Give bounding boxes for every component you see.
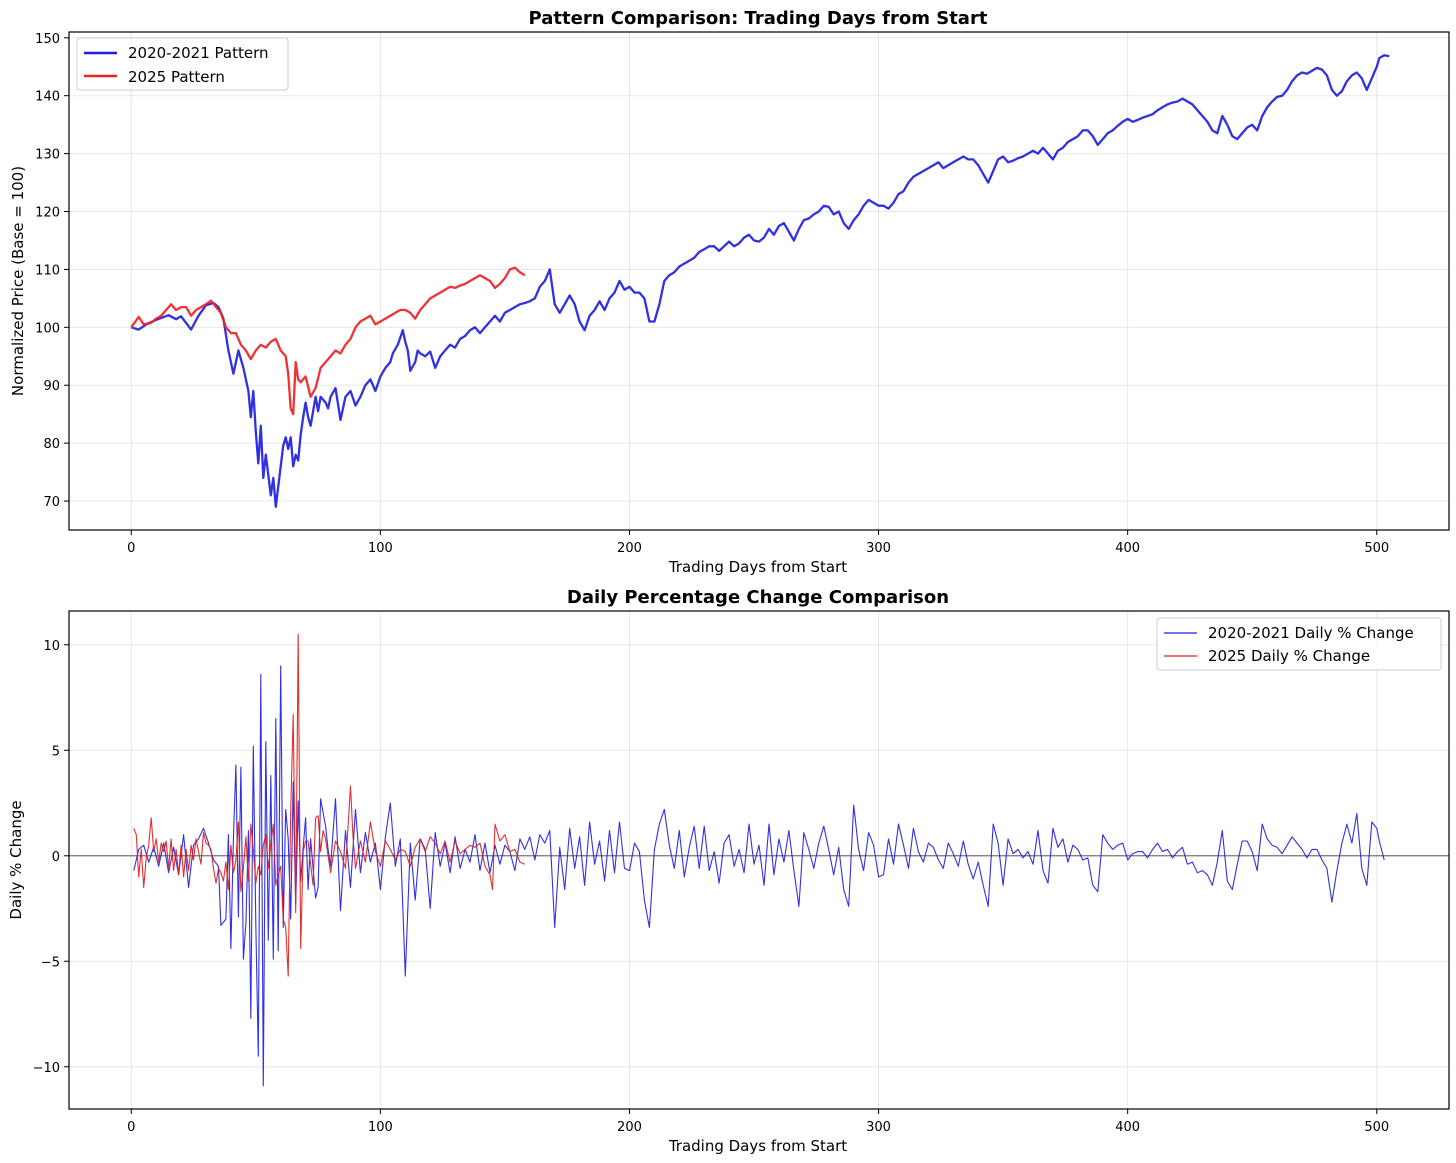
x-tick-label: 200 (617, 1120, 642, 1135)
x-tick-label: 200 (617, 541, 642, 556)
daily-change-chart-xlabel: Trading Days from Start (668, 1137, 847, 1155)
price-chart-legend: 2020-2021 Pattern 2025 Pattern (76, 37, 289, 91)
price-chart-xticks: 0 100 200 300 400 500 (127, 530, 1389, 556)
legend-label-2020-2021-daily: 2020-2021 Daily % Change (1208, 624, 1414, 642)
price-chart-xlabel: Trading Days from Start (668, 558, 847, 576)
x-tick-label: 500 (1364, 541, 1389, 556)
price-chart-title: Pattern Comparison: Trading Days from St… (529, 8, 988, 29)
price-chart-lines (130, 54, 1390, 508)
y-tick-label: 120 (35, 206, 60, 221)
legend-box (76, 37, 289, 91)
y-tick-label: 110 (35, 263, 60, 278)
y-tick-label: 10 (43, 639, 60, 654)
legend-label-2025-daily: 2025 Daily % Change (1208, 647, 1370, 665)
x-tick-label: 0 (127, 541, 135, 556)
price-chart-yticks: 70 80 90 100 110 120 130 140 150 (35, 32, 69, 510)
series-line-2020-2021-daily-change (133, 665, 1385, 1087)
daily-change-chart-ylabel: Daily % Change (7, 800, 25, 919)
daily-change-chart-xticks: 0 100 200 300 400 500 (127, 1109, 1389, 1135)
daily-change-chart-grid (69, 611, 1449, 1109)
daily-change-chart-lines (133, 633, 1385, 1087)
y-tick-label: 140 (35, 90, 60, 105)
y-tick-label: 80 (43, 437, 60, 452)
daily-change-chart: Daily Percentage Change Comparison 0 100 2… (7, 587, 1450, 1155)
legend-box (1156, 617, 1442, 671)
daily-change-chart-frame (68, 610, 1450, 1110)
y-tick-label: 100 (35, 321, 60, 336)
x-tick-label: 300 (866, 541, 891, 556)
x-tick-label: 0 (127, 1120, 135, 1135)
y-tick-label: −5 (41, 955, 60, 970)
y-tick-label: 130 (35, 148, 60, 163)
legend-label-2025: 2025 Pattern (128, 68, 225, 86)
y-tick-label: 0 (52, 850, 60, 865)
y-tick-label: −10 (33, 1061, 60, 1076)
x-tick-label: 100 (368, 1120, 393, 1135)
y-tick-label: 5 (52, 744, 60, 759)
y-tick-label: 90 (43, 379, 60, 394)
y-tick-label: 70 (43, 495, 60, 510)
legend-label-2020-2021: 2020-2021 Pattern (128, 44, 269, 62)
x-tick-label: 400 (1115, 1120, 1140, 1135)
x-tick-label: 500 (1364, 1120, 1389, 1135)
y-tick-label: 150 (35, 32, 60, 47)
x-tick-label: 300 (866, 1120, 891, 1135)
x-tick-label: 100 (368, 541, 393, 556)
price-chart-ylabel: Normalized Price (Base = 100) (9, 166, 27, 396)
series-line-2025-pattern (130, 266, 526, 416)
series-line-2020-2021-pattern (130, 54, 1390, 508)
x-tick-label: 400 (1115, 541, 1140, 556)
price-chart-grid (69, 32, 1449, 530)
series-line-2025-daily-change (133, 633, 526, 977)
price-chart: Pattern Comparison: Trading Days from St… (9, 8, 1450, 576)
price-chart-frame (68, 31, 1450, 531)
daily-change-chart-title: Daily Percentage Change Comparison (567, 587, 949, 608)
daily-change-chart-legend: 2020-2021 Daily % Change 2025 Daily % Ch… (1156, 617, 1442, 671)
daily-change-chart-yticks: −10 −5 0 5 10 (33, 639, 69, 1076)
